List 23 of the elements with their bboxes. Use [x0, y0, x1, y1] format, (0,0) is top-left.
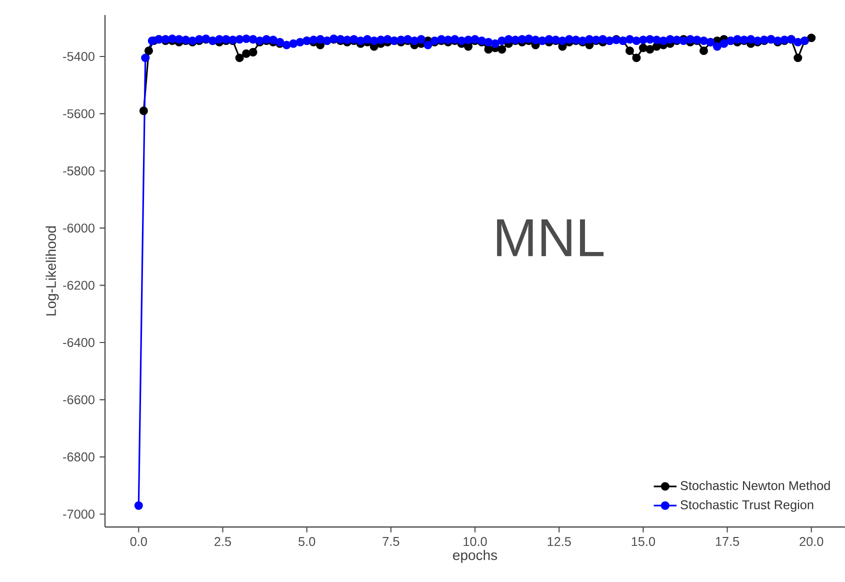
annotation: MNL [497, 219, 604, 256]
x-tick-label: 2.5 [214, 537, 232, 546]
x-tick-label: 17.5 [716, 537, 740, 546]
y-axis-title: Log-Likelihood [46, 226, 59, 316]
y-tick-label: -5600 [63, 109, 94, 118]
y-tick-label: -6400 [63, 338, 94, 347]
y-tick-label: -6000 [63, 224, 94, 233]
x-axis-title: epochs [453, 550, 498, 563]
x-tick-label: 5.0 [298, 537, 316, 546]
y-tick-label: -5400 [63, 52, 94, 61]
x-tick-label: 15.0 [632, 537, 656, 546]
x-tick-label: 7.5 [382, 537, 400, 546]
y-tick-label: -6600 [63, 395, 94, 404]
x-tick-label: 10.0 [464, 537, 487, 546]
x-tick-label: 20.0 [800, 537, 824, 546]
legend-label: Stochastic Newton Method [680, 480, 830, 490]
y-tick-label: -6800 [63, 452, 94, 462]
x-tick-label: 12.5 [548, 537, 571, 546]
legend-label: Stochastic Trust Region [680, 500, 814, 512]
y-tick-label: -5800 [63, 166, 94, 176]
y-tick-label: -6200 [63, 280, 94, 290]
x-tick-label: 0.0 [130, 537, 147, 546]
y-tick-label: -7000 [63, 510, 94, 519]
